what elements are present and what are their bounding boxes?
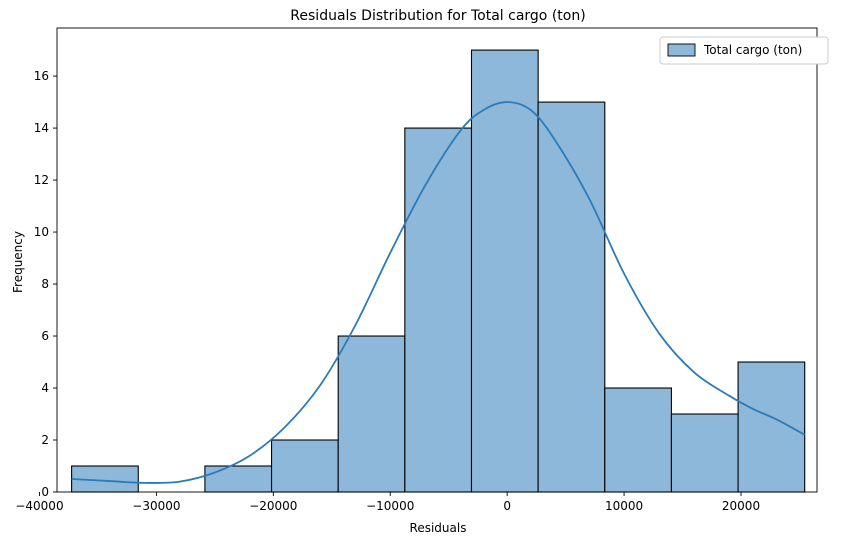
- legend-label: Total cargo (ton): [703, 43, 802, 57]
- y-axis-ticks: 0 2 4 6 8 10 12 14 16: [34, 69, 57, 499]
- x-axis-label: Residuals: [410, 521, 467, 535]
- y-tick-label: 8: [41, 277, 49, 291]
- histogram-bar: [670, 413, 739, 493]
- y-tick-label: 10: [34, 225, 49, 239]
- legend-frame: [659, 36, 829, 65]
- histogram-bar: [271, 439, 339, 493]
- histogram-bar: [404, 127, 473, 493]
- y-tick-label: 4: [41, 381, 49, 395]
- x-tick-label: 10000: [605, 499, 643, 513]
- y-tick-label: 6: [41, 329, 49, 343]
- histogram-bar: [604, 387, 672, 493]
- kde-line: [71, 101, 806, 484]
- x-axis-ticks: −40000 −30000 −20000 −10000 0 10000 20000: [15, 492, 760, 513]
- histogram-bar: [204, 465, 273, 493]
- x-tick-label: −10000: [366, 499, 414, 513]
- y-tick-label: 16: [34, 69, 49, 83]
- histogram-bar: [737, 361, 806, 493]
- histogram-bar: [337, 335, 406, 493]
- histogram-bar: [537, 101, 606, 493]
- chart-title: Residuals Distribution for Total cargo (…: [290, 8, 585, 24]
- legend: Total cargo (ton): [659, 36, 829, 65]
- x-tick-label: −40000: [15, 499, 63, 513]
- x-tick-label: 0: [503, 499, 511, 513]
- x-tick-label: −30000: [132, 499, 180, 513]
- x-tick-label: −20000: [249, 499, 297, 513]
- y-tick-label: 14: [34, 121, 49, 135]
- y-tick-label: 2: [41, 433, 49, 447]
- plot-frame: [56, 27, 818, 493]
- x-tick-label: 20000: [722, 499, 760, 513]
- y-tick-label: 12: [34, 173, 49, 187]
- histogram-bar: [470, 49, 539, 493]
- histogram-bars: [71, 49, 806, 493]
- y-tick-label: 0: [41, 485, 49, 499]
- y-axis-label: Frequency: [11, 231, 25, 293]
- legend-swatch: [667, 43, 696, 57]
